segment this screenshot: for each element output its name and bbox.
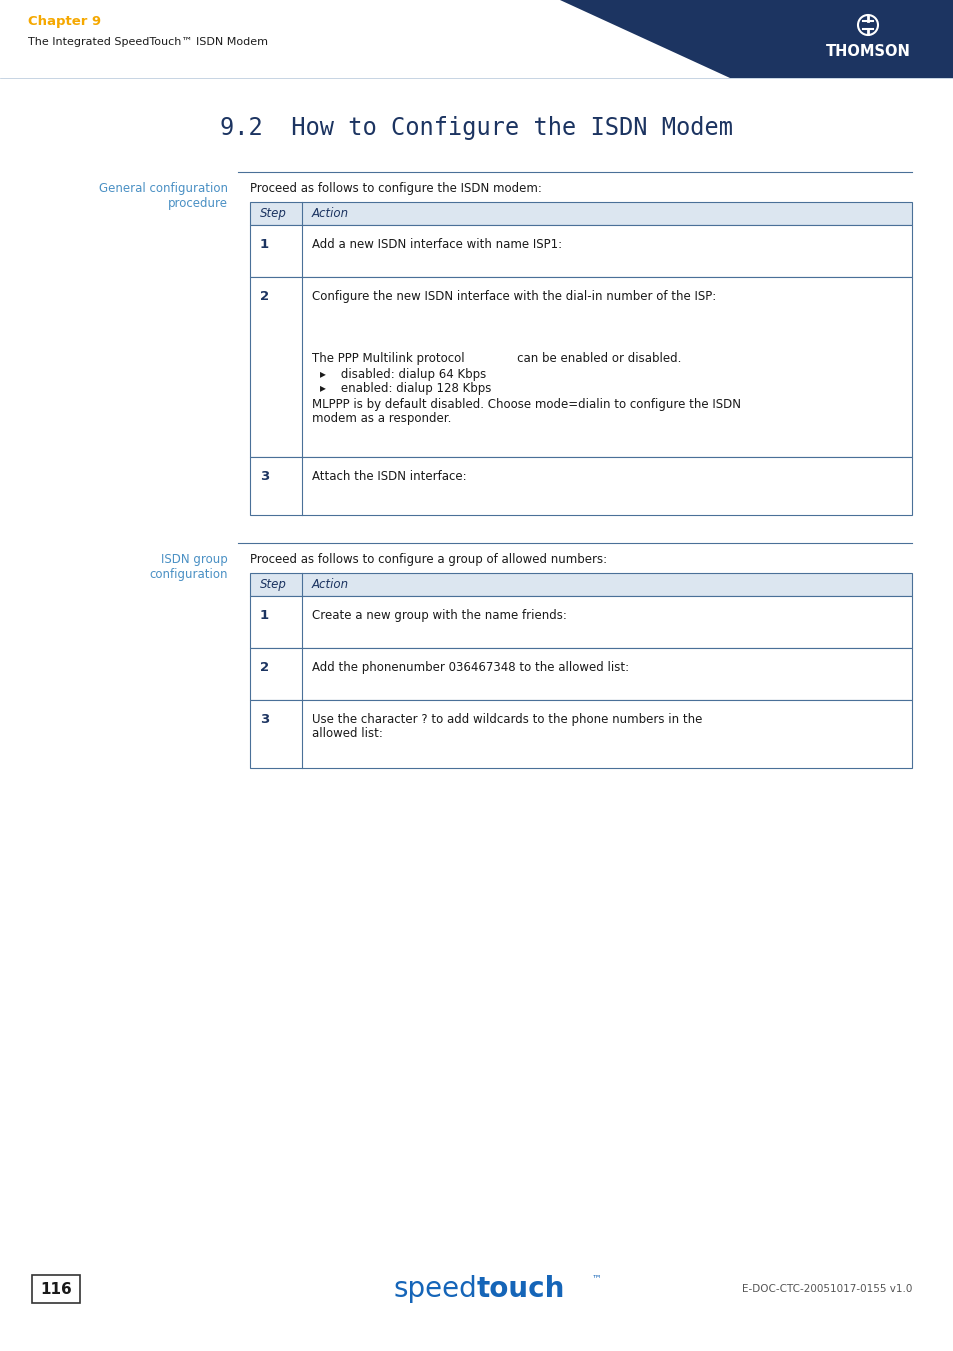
Text: allowed list:: allowed list: xyxy=(312,727,382,740)
Text: Chapter 9: Chapter 9 xyxy=(28,15,101,28)
Text: ISDN group
configuration: ISDN group configuration xyxy=(150,553,228,581)
Text: 9.2  How to Configure the ISDN Modem: 9.2 How to Configure the ISDN Modem xyxy=(220,116,733,141)
Text: 2: 2 xyxy=(260,290,269,303)
Text: 116: 116 xyxy=(40,1282,71,1297)
Bar xyxy=(250,226,911,277)
Text: touch: touch xyxy=(476,1275,565,1302)
Bar xyxy=(250,277,911,457)
Text: 1: 1 xyxy=(260,238,269,251)
Text: General configuration
procedure: General configuration procedure xyxy=(99,182,228,209)
Bar xyxy=(250,573,911,596)
Text: Step: Step xyxy=(260,578,287,590)
Text: Step: Step xyxy=(260,207,287,220)
Text: ™: ™ xyxy=(592,1273,601,1283)
Bar xyxy=(250,203,911,226)
Text: Proceed as follows to configure a group of allowed numbers:: Proceed as follows to configure a group … xyxy=(250,553,606,566)
Text: 3: 3 xyxy=(260,713,269,725)
Text: speed: speed xyxy=(393,1275,476,1302)
Polygon shape xyxy=(0,0,729,78)
Text: Configure the new ISDN interface with the dial-in number of the ISP:: Configure the new ISDN interface with th… xyxy=(312,290,716,303)
Text: Action: Action xyxy=(312,207,349,220)
Text: The Integrated SpeedTouch™ ISDN Modem: The Integrated SpeedTouch™ ISDN Modem xyxy=(28,36,268,47)
Text: Create a new group with the name friends:: Create a new group with the name friends… xyxy=(312,609,566,621)
Text: Attach the ISDN interface:: Attach the ISDN interface: xyxy=(312,470,466,484)
Bar xyxy=(250,648,911,700)
Text: Proceed as follows to configure the ISDN modem:: Proceed as follows to configure the ISDN… xyxy=(250,182,541,195)
Text: Use the character ? to add wildcards to the phone numbers in the: Use the character ? to add wildcards to … xyxy=(312,713,701,725)
FancyBboxPatch shape xyxy=(32,1275,80,1302)
Bar xyxy=(0,0,953,78)
Text: 3: 3 xyxy=(260,470,269,484)
Bar xyxy=(250,457,911,515)
Text: E-DOC-CTC-20051017-0155 v1.0: E-DOC-CTC-20051017-0155 v1.0 xyxy=(740,1283,911,1294)
Bar xyxy=(250,700,911,767)
Text: 1: 1 xyxy=(260,609,269,621)
Bar xyxy=(250,596,911,648)
Text: The PPP Multilink protocol              can be enabled or disabled.: The PPP Multilink protocol can be enable… xyxy=(312,353,680,365)
Text: Action: Action xyxy=(312,578,349,590)
Text: ▸    disabled: dialup 64 Kbps: ▸ disabled: dialup 64 Kbps xyxy=(319,367,486,381)
Text: modem as a responder.: modem as a responder. xyxy=(312,412,451,426)
Text: ▸    enabled: dialup 128 Kbps: ▸ enabled: dialup 128 Kbps xyxy=(319,382,491,394)
Text: Add the phonenumber 036467348 to the allowed list:: Add the phonenumber 036467348 to the all… xyxy=(312,661,628,674)
Text: MLPPP is by default disabled. Choose mode=dialin to configure the ISDN: MLPPP is by default disabled. Choose mod… xyxy=(312,399,740,411)
Text: THOMSON: THOMSON xyxy=(824,45,909,59)
Text: Add a new ISDN interface with name ISP1:: Add a new ISDN interface with name ISP1: xyxy=(312,238,561,251)
Text: 2: 2 xyxy=(260,661,269,674)
